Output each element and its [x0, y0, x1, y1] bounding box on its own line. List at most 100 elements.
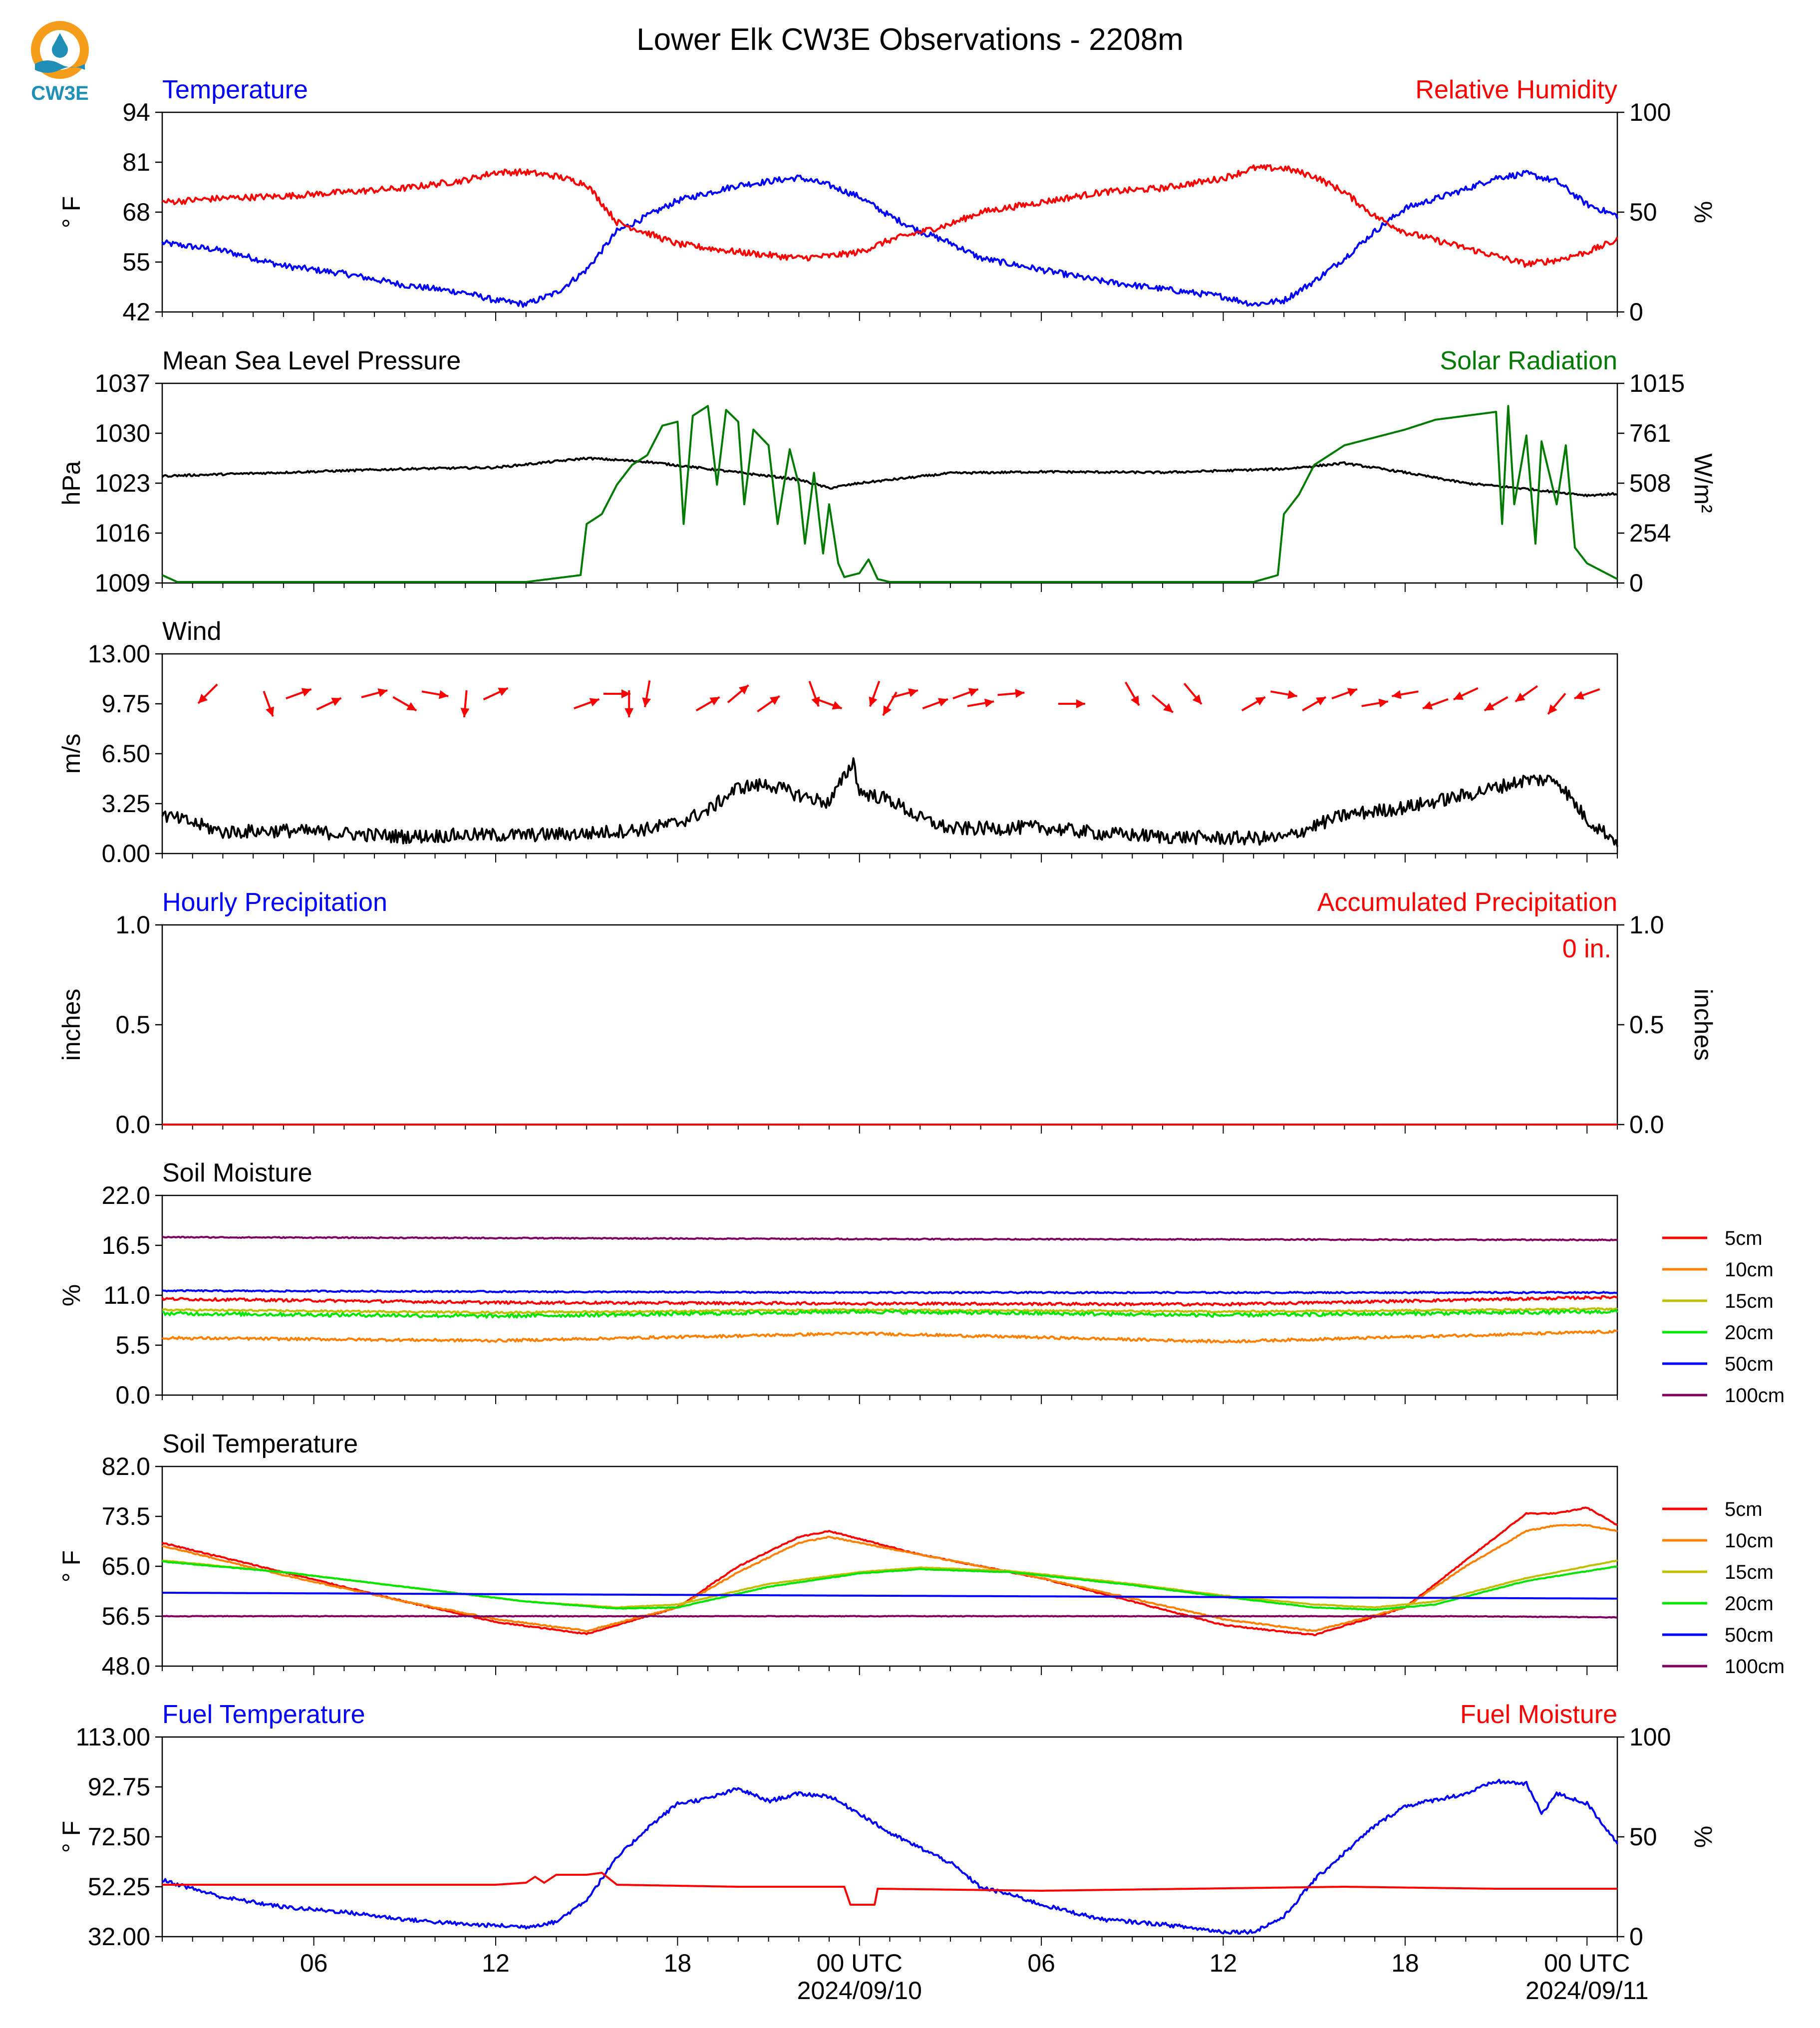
y-axis-label-right: W/m²	[1689, 453, 1717, 513]
y-tick-label-left: 94	[122, 98, 150, 126]
wind-arrow	[1391, 690, 1419, 699]
legend-label: 20cm	[1725, 1593, 1774, 1615]
wind-arrow-head	[1378, 698, 1388, 708]
wind-arrow	[952, 688, 979, 700]
legend-label: 50cm	[1725, 1353, 1774, 1375]
wind-arrow-head	[1347, 688, 1357, 697]
y-tick-label-left: 0.0	[115, 1381, 150, 1409]
plot-frame	[161, 1736, 1618, 1938]
wind-arrow-head	[1453, 691, 1464, 700]
y-tick-label-left: 13.00	[88, 640, 150, 668]
y-tick-label-left: 52.25	[88, 1873, 150, 1901]
wind-arrow-head	[1131, 695, 1139, 706]
series-line-6	[162, 1615, 1618, 1619]
wind-arrow-head	[738, 685, 749, 695]
y-tick-label-left: 0.5	[115, 1011, 150, 1039]
series-line-1	[161, 757, 1618, 847]
panel-title-left: Temperature	[162, 75, 308, 104]
wind-arrow	[892, 688, 918, 698]
wind-arrow	[1484, 696, 1509, 712]
precip-total-label: 0 in.	[1562, 934, 1611, 963]
wind-arrow-head	[266, 706, 275, 717]
wind-arrow	[1547, 693, 1566, 715]
x-tick-label: 06	[1027, 1949, 1055, 1977]
logo-wave-icon	[35, 60, 85, 73]
panel-5: Soil Moisture 22.0 16.5 11.0 5.5 0.0% 5cm 10cm 1…	[57, 1159, 1785, 1409]
y-tick-label-right: 100	[1629, 98, 1671, 126]
panel-title-left: Soil Temperature	[162, 1430, 358, 1458]
y-axis-label-left: %	[57, 1284, 85, 1306]
wind-arrow	[197, 683, 218, 704]
wind-arrow	[1058, 699, 1085, 708]
y-tick-label-right: 0.5	[1629, 1011, 1664, 1039]
panel-2: Mean Sea Level Pressure Solar Radiation 10…	[57, 346, 1717, 597]
wind-arrow	[1574, 688, 1600, 700]
panel-1: Temperature Relative Humidity 94 81 68 55 42 10…	[57, 75, 1717, 326]
y-tick-label-right: 1.0	[1629, 911, 1664, 939]
wind-arrow	[286, 688, 312, 700]
panel-7: Fuel Temperature Fuel Moisture 113.00 92.75…	[57, 1700, 1717, 1951]
plot-frame	[161, 1194, 1618, 1396]
wind-arrow-head	[301, 688, 311, 697]
y-tick-label-left: 1.0	[115, 911, 150, 939]
series-line-2	[162, 164, 1618, 268]
wind-arrow	[263, 690, 275, 717]
wind-arrow	[421, 690, 449, 699]
wind-arrow-head	[1015, 689, 1025, 698]
y-tick-label-left: 1023	[95, 469, 150, 497]
y-axis-label-left: ° F	[57, 1550, 85, 1582]
y-tick-label-left: 0.00	[102, 840, 150, 868]
wind-arrow	[392, 696, 417, 712]
series-line-1	[161, 1295, 1618, 1307]
legend-label: 5cm	[1725, 1227, 1763, 1249]
series-line-5	[162, 1591, 1617, 1600]
wind-arrow	[695, 696, 720, 712]
y-tick-label-left: 1030	[95, 419, 150, 447]
wind-arrow	[1152, 694, 1174, 713]
y-tick-label-left: 1009	[95, 569, 150, 597]
cw3e-logo: CW3E	[31, 21, 89, 104]
y-tick-label-left: 6.50	[102, 740, 150, 768]
chart-title: Lower Elk CW3E Observations - 2208m	[636, 22, 1184, 57]
wind-arrow	[1270, 690, 1297, 699]
series-line-1	[161, 170, 1618, 308]
wind-arrow-head	[377, 688, 388, 697]
y-tick-label-left: 81	[122, 148, 150, 176]
y-axis-label-left: ° F	[57, 1821, 85, 1853]
y-tick-label-left: 56.5	[102, 1602, 150, 1630]
y-axis-label-right: %	[1689, 1826, 1717, 1848]
wind-arrow-head	[984, 698, 994, 708]
y-tick-label-left: 1037	[95, 369, 150, 397]
series-line-6	[162, 1235, 1618, 1242]
wind-arrow-head	[1392, 690, 1402, 699]
series-line-1	[162, 1778, 1618, 1935]
wind-arrow-head	[908, 688, 918, 697]
y-tick-label-left: 32.00	[88, 1923, 150, 1951]
series-line-1	[161, 456, 1618, 498]
wind-arrow	[727, 684, 749, 703]
wind-arrow	[997, 689, 1025, 698]
wind-arrow-head	[1316, 697, 1326, 706]
wind-arrow	[1125, 681, 1140, 706]
wind-arrow-head	[769, 696, 780, 705]
y-tick-label-right: 0	[1629, 569, 1643, 597]
wind-arrow-head	[883, 705, 892, 716]
plot-frame	[161, 924, 1618, 1126]
wind-arrow-head	[832, 701, 842, 710]
wind-arrow	[1183, 683, 1203, 705]
wind-arrow-head	[642, 697, 651, 707]
x-tick-label: 12	[482, 1949, 510, 1977]
y-tick-label-left: 1016	[95, 519, 150, 547]
wind-arrow-head	[331, 698, 341, 706]
wind-arrow	[967, 698, 994, 708]
wind-arrow	[483, 687, 509, 701]
wind-arrow-head	[1163, 703, 1173, 713]
series-line-2	[161, 1329, 1618, 1344]
series-line-2	[162, 1872, 1617, 1906]
y-axis-label-left: m/s	[57, 734, 85, 774]
legend-label: 20cm	[1725, 1322, 1774, 1344]
series-line-5	[162, 1289, 1618, 1294]
x-tick-label: 18	[664, 1949, 692, 1977]
